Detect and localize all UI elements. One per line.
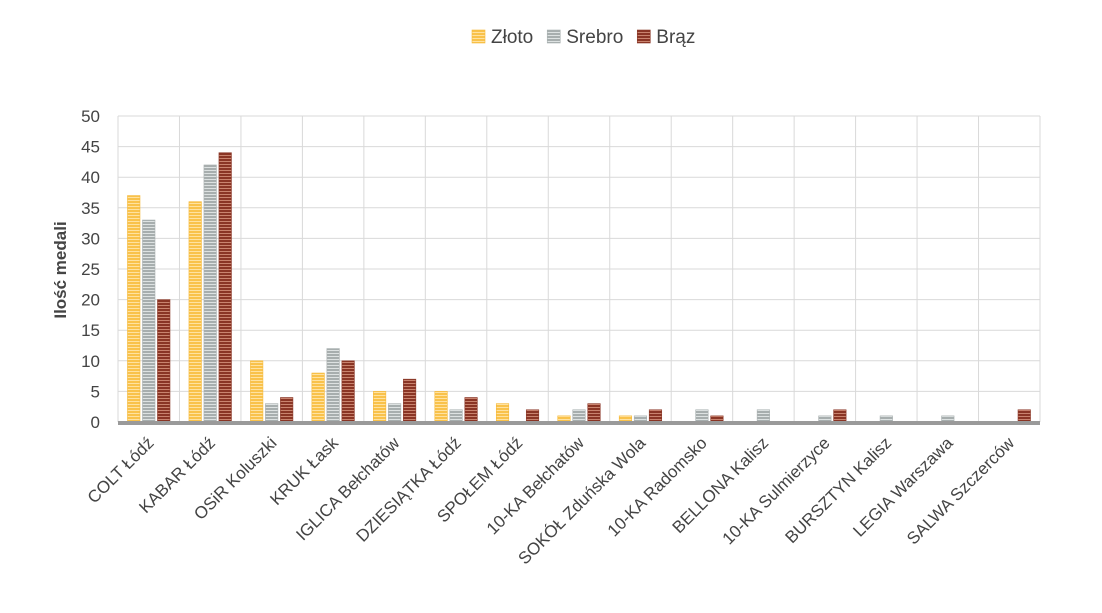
y-tick-label: 30 [81,229,100,248]
y-tick-label: 10 [81,352,100,371]
bar-zloto-spolem-lodz [495,403,510,423]
y-axis: 0 5 10 15 20 25 30 35 40 45 50 [81,107,100,432]
y-tick-label: 0 [91,413,100,432]
chart-grid [117,115,1041,423]
bar-braz-dziesiatka-lodz [464,397,478,423]
bar-zloto-dziesiatka-lodz [434,391,448,423]
bar-braz-spolem-lodz [525,409,540,423]
x-tick-label-dziesiatka-lodz: DZIESIĄTKA Łódź [353,433,465,545]
bar-srebro-colt-lodz [142,219,156,423]
legend-swatch-braz [636,29,651,44]
bar-srebro-kabar-lodz [203,164,217,423]
bar-braz-iglica-belchatow [403,378,417,423]
bar-srebro-bellona-kalisz [756,409,770,423]
bar-braz-kabar-lodz [218,152,232,423]
chart-legend: Złoto Srebro Brąz [471,27,695,48]
y-tick-label: 50 [81,107,100,126]
x-tick-label-bursztyn-kalisz: BURSZTYN Kalisz [782,433,896,547]
y-tick-label: 40 [81,168,100,187]
bar-braz-salwa-szczercow [1017,409,1031,423]
x-tick-label-iglica-belchatow: IGLICA Bełchatów [292,433,403,544]
bar-zloto-kruk-lask [311,372,325,423]
bar-srebro-iglica-belchatow [388,403,402,423]
bar-srebro-10-ka-radomsko [695,409,709,423]
bar-braz-kruk-lask [341,360,355,423]
chart-bars [127,152,1031,423]
bar-srebro-dziesiatka-lodz [449,409,463,423]
y-tick-label: 5 [91,382,100,401]
x-tick-label-10-ka-sulmierzyce: 10-KA Sulmierzyce [719,433,834,548]
x-tick-label-salwa-szczercow: SALWA Szczerców [903,433,1018,548]
bar-braz-10-ka-belchatow [587,403,601,423]
legend-label-braz: Brąz [656,27,695,48]
bar-braz-osir-koluszki [280,397,294,423]
bar-zloto-colt-lodz [127,195,141,423]
x-axis-line [118,421,1040,425]
bar-braz-colt-lodz [157,299,171,423]
bar-braz-sokol-zdunska-wola [648,409,663,423]
legend-swatch-srebro [546,29,561,44]
legend-swatch-zloto [471,29,486,44]
y-axis-label: Ilość medali [51,221,70,318]
bar-zloto-kabar-lodz [188,201,202,423]
y-tick-label: 25 [81,260,100,279]
legend-label-zloto: Złoto [491,27,533,48]
y-tick-label: 20 [81,291,100,310]
legend-label-srebro: Srebro [566,27,623,48]
bar-zloto-iglica-belchatow [373,391,387,423]
bar-zloto-osir-koluszki [250,360,264,423]
bar-srebro-osir-koluszki [265,403,279,423]
y-tick-label: 15 [81,321,100,340]
bar-srebro-10-ka-belchatow [572,409,586,423]
y-tick-label: 45 [81,138,100,157]
y-tick-label: 35 [81,199,100,218]
bar-braz-10-ka-sulmierzyce [833,409,847,423]
bar-srebro-kruk-lask [326,348,340,423]
